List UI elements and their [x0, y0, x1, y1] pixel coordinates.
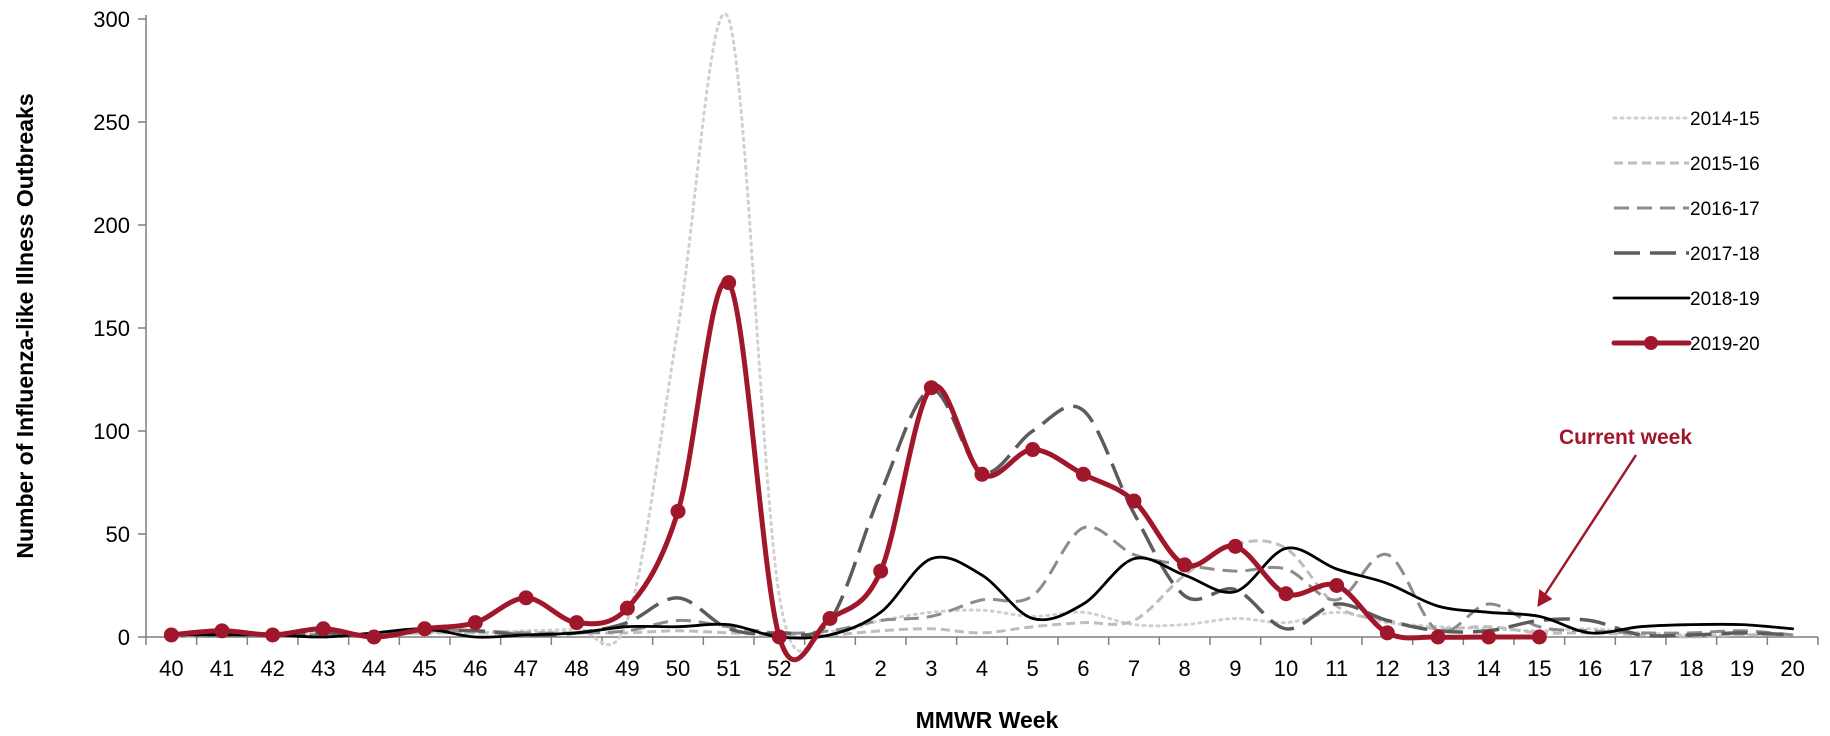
series-2018-19	[169, 546, 1795, 640]
x-tick-label: 49	[615, 656, 639, 681]
data-point-2019-20	[265, 627, 281, 643]
y-tick-label: 250	[93, 110, 130, 135]
chart-series	[163, 12, 1795, 663]
data-point-2019-20	[1126, 493, 1142, 509]
x-tick-label: 5	[1027, 656, 1039, 681]
y-tick-label: 0	[118, 625, 130, 650]
x-axis-title: MMWR Week	[916, 707, 1059, 733]
data-point-2019-20	[822, 610, 838, 626]
series-2014-15	[169, 12, 1795, 653]
data-point-2019-20	[214, 623, 230, 639]
x-tick-label: 40	[159, 656, 183, 681]
data-point-2019-20	[315, 621, 331, 637]
x-tick-label: 12	[1375, 656, 1399, 681]
data-point-2019-20	[1531, 629, 1547, 645]
y-tick-label: 100	[93, 419, 130, 444]
x-tick-label: 52	[767, 656, 791, 681]
legend-marker-2019-20	[1644, 336, 1658, 350]
current-week-label: Current week	[1559, 426, 1692, 449]
x-axis-ticks: 40 41 42 43 44 45 46 47 48 49 50 51 52 1 2 3 4 5 6 7 8 9 10 11 1…	[145, 637, 1819, 681]
legend-label: 2015-16	[1690, 154, 1760, 175]
data-point-2019-20	[974, 466, 990, 482]
x-tick-label: 11	[1325, 656, 1348, 681]
data-point-2019-20	[670, 503, 686, 519]
x-tick-label: 14	[1476, 656, 1500, 681]
series-line-2014-15	[169, 12, 1795, 653]
x-tick-label: 18	[1679, 656, 1703, 681]
x-tick-label: 17	[1628, 656, 1652, 681]
series-line-2015-16	[171, 539, 1793, 639]
data-point-2019-20	[467, 615, 483, 631]
legend-label: 2016-17	[1690, 199, 1760, 220]
x-tick-label: 20	[1780, 656, 1804, 681]
series-2015-16	[171, 539, 1793, 639]
data-point-2019-20	[1177, 557, 1193, 573]
data-point-2019-20	[1025, 442, 1041, 458]
data-point-2019-20	[163, 627, 179, 643]
y-tick-label: 300	[93, 7, 130, 32]
y-axis-ticks: 0 50 100 150 200 250 300	[93, 7, 146, 650]
x-tick-label: 42	[260, 656, 284, 681]
x-tick-label: 4	[976, 656, 988, 681]
y-tick-label: 200	[93, 213, 130, 238]
x-tick-label: 10	[1274, 656, 1298, 681]
x-tick-label: 3	[925, 656, 937, 681]
x-tick-label: 47	[514, 656, 538, 681]
x-tick-label: 13	[1426, 656, 1450, 681]
x-tick-label: 46	[463, 656, 487, 681]
legend-label: 2019-20	[1690, 334, 1760, 355]
data-point-2019-20	[1430, 629, 1446, 645]
x-tick-label: 48	[564, 656, 588, 681]
x-tick-label: 6	[1077, 656, 1089, 681]
x-tick-label: 44	[362, 656, 386, 681]
data-point-2019-20	[1379, 625, 1395, 641]
annotation-arrow-line	[1542, 454, 1638, 598]
y-axis-title: Number of Influenza-like Illness Outbrea…	[12, 93, 38, 558]
series-2019-20	[163, 275, 1547, 663]
x-tick-label: 1	[824, 656, 836, 681]
x-tick-label: 8	[1179, 656, 1191, 681]
x-tick-label: 15	[1527, 656, 1551, 681]
data-point-2019-20	[569, 615, 585, 631]
data-point-2019-20	[1481, 629, 1497, 645]
current-week-annotation: Current week	[1537, 426, 1692, 607]
y-tick-label: 150	[93, 316, 130, 341]
x-tick-label: 45	[412, 656, 436, 681]
legend-label: 2018-19	[1690, 289, 1760, 310]
data-point-2019-20	[923, 380, 939, 396]
data-point-2019-20	[366, 629, 382, 645]
x-tick-label: 7	[1128, 656, 1140, 681]
x-tick-label: 9	[1229, 656, 1241, 681]
x-tick-label: 19	[1730, 656, 1754, 681]
x-tick-label: 51	[716, 656, 740, 681]
series-line-2018-19	[169, 546, 1795, 640]
data-point-2019-20	[873, 563, 889, 579]
x-tick-label: 43	[311, 656, 335, 681]
data-point-2019-20	[1227, 538, 1243, 554]
x-tick-label: 41	[210, 656, 234, 681]
data-point-2019-20	[518, 590, 534, 606]
data-point-2019-20	[417, 621, 433, 637]
data-point-2019-20	[1278, 586, 1294, 602]
data-point-2019-20	[771, 629, 787, 645]
y-tick-label: 50	[106, 522, 130, 547]
x-tick-label: 16	[1578, 656, 1602, 681]
chart-axes	[145, 15, 1818, 638]
annotation-arrow-head	[1537, 589, 1553, 607]
data-point-2019-20	[1329, 578, 1345, 593]
data-point-2019-20	[1075, 466, 1091, 482]
x-tick-label: 50	[666, 656, 690, 681]
legend-label: 2014-15	[1690, 109, 1760, 130]
chart-legend: 2014-15 2015-16 2016-17 2017-18 2018-19 2019-…	[1611, 109, 1760, 355]
x-tick-label: 2	[875, 656, 887, 681]
legend-label: 2017-18	[1690, 244, 1760, 265]
data-point-2019-20	[721, 275, 737, 291]
data-point-2019-20	[619, 600, 635, 616]
